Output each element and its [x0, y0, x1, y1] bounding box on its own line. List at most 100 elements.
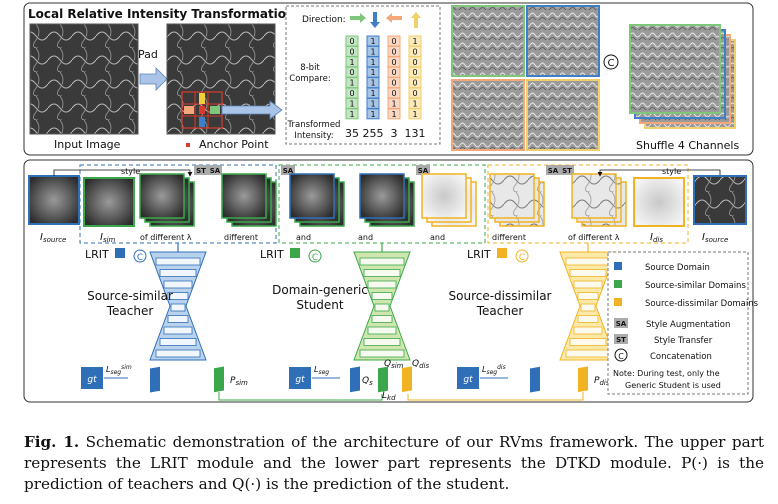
style-label-dis: style	[662, 167, 681, 176]
gt-text-dis: gt	[463, 375, 473, 385]
compare-label-1: 8-bit	[300, 63, 320, 73]
network-layer	[163, 280, 193, 289]
different-label-1: different	[224, 233, 258, 242]
domain-generic-student	[353, 251, 411, 361]
shuffled-stack	[629, 24, 736, 129]
legend-sa-label: Style Augmentation	[646, 320, 730, 330]
bit-cell	[366, 108, 380, 120]
bit-value: 1	[412, 37, 417, 46]
dis-stack	[571, 173, 627, 227]
network-layer	[167, 292, 189, 300]
different-label-2: different	[492, 233, 526, 242]
concat-icon-dis	[515, 249, 529, 263]
network-layer	[359, 257, 405, 266]
legend-item-label: Source-dissimilar Domains	[645, 299, 759, 309]
sa-badge-dis	[546, 165, 560, 175]
loss-s-label: Lseg	[314, 365, 329, 376]
network-layer	[155, 349, 201, 358]
legend-sa-badge	[614, 318, 628, 328]
bit-value: 1	[349, 79, 354, 88]
caption-figno: Fig. 1.	[24, 433, 80, 451]
bit-value: 0	[412, 79, 417, 88]
lrit-icon-sim	[115, 248, 125, 258]
pred-dis	[578, 366, 588, 393]
network-layer	[573, 326, 603, 335]
loss-dis-label: Lsegdis	[482, 364, 506, 376]
legend-c-symbol: C	[618, 352, 624, 361]
bit-cell	[387, 108, 401, 120]
bit-value: 0	[412, 89, 417, 98]
legend-note-1: Note: During test, only the	[613, 369, 720, 378]
bit-value: 1	[370, 37, 375, 46]
intensity-value: 131	[405, 127, 426, 140]
style-label-sim: style	[121, 167, 140, 176]
concat-symbol-sim: C	[137, 253, 143, 263]
architecture-figure: Local Relative Intensity Transformation …	[23, 2, 759, 403]
network-layer	[163, 326, 193, 335]
network-layer	[167, 315, 189, 323]
concat-symbol-student: C	[312, 253, 318, 263]
intensity-value: 255	[363, 127, 384, 140]
p-dis-label: Pdis	[594, 376, 610, 387]
network-layer	[374, 303, 390, 312]
bit-value: 0	[349, 37, 354, 46]
lrit-label-dis: LRIT	[467, 248, 491, 261]
gt-box-sim	[81, 367, 103, 389]
kd-line-dis	[407, 392, 584, 401]
sa-badge-sim	[208, 165, 222, 175]
aug-dis-stack	[489, 173, 545, 227]
i-source-label: Isource	[40, 232, 66, 244]
and-label-3: and	[430, 233, 445, 242]
direction-label: Direction:	[302, 15, 346, 25]
anchor-point-label: Anchor Point	[199, 138, 269, 151]
pred-q-dis	[402, 366, 412, 393]
legend-c-icon	[614, 348, 628, 362]
p-sim-label: Psim	[230, 376, 248, 387]
dis-image	[633, 177, 685, 227]
bit-value: 1	[370, 79, 375, 88]
teacher-sim-line2: Teacher	[106, 304, 154, 318]
right-arrow-icon	[350, 13, 366, 23]
pred-source-dis	[530, 366, 540, 393]
input-image-label: Input Image	[54, 138, 121, 151]
style-transfer-line-dis	[597, 169, 721, 177]
down-arrow-icon	[370, 12, 380, 28]
anchor-down-cell	[199, 117, 205, 127]
compare-box	[285, 5, 441, 145]
bit-value: 0	[391, 89, 396, 98]
anchor-right-cell	[210, 106, 220, 114]
network-layer	[363, 338, 401, 346]
legend-c-label: Concatenation	[650, 352, 712, 362]
pred-source-sim	[150, 366, 160, 393]
bit-value: 1	[412, 110, 417, 119]
bit-value: 0	[391, 37, 396, 46]
network-layer	[371, 292, 393, 300]
different-label-3: of different λ	[568, 233, 620, 242]
sa-badge-student-text: SA	[283, 167, 294, 175]
figure-caption: Fig. 1. Schematic demonstration of the a…	[24, 432, 764, 495]
network-layer	[371, 315, 393, 323]
i-dis-label: Idis	[650, 232, 663, 244]
channel-down-image	[526, 5, 600, 77]
bit-cell	[408, 108, 422, 120]
pred-q-s	[350, 366, 360, 393]
channel-left-image	[451, 79, 525, 151]
trans-source-image	[693, 175, 747, 225]
bit-value: 1	[370, 47, 375, 56]
channel-right-image	[451, 5, 525, 77]
bit-value: 0	[412, 47, 417, 56]
intensity-value: 3	[391, 127, 398, 140]
lrit-title: Local Relative Intensity Transformation	[28, 7, 295, 21]
bit-value: 0	[391, 79, 396, 88]
bit-value: 0	[391, 58, 396, 67]
concat-icon-sim	[133, 249, 147, 263]
bit-value: 1	[349, 110, 354, 119]
loss-kd-label: Lkd	[382, 391, 396, 402]
legend-domain-items: Source Domain Source-similar Domains Sourc…	[614, 262, 759, 309]
network-layer	[565, 257, 611, 266]
channel-up-image	[526, 79, 600, 151]
bit-value: 1	[349, 58, 354, 67]
bit-value: 0	[391, 68, 396, 77]
gt-box-dis	[457, 367, 479, 389]
intensity-label-2: Intensity:	[294, 131, 333, 141]
